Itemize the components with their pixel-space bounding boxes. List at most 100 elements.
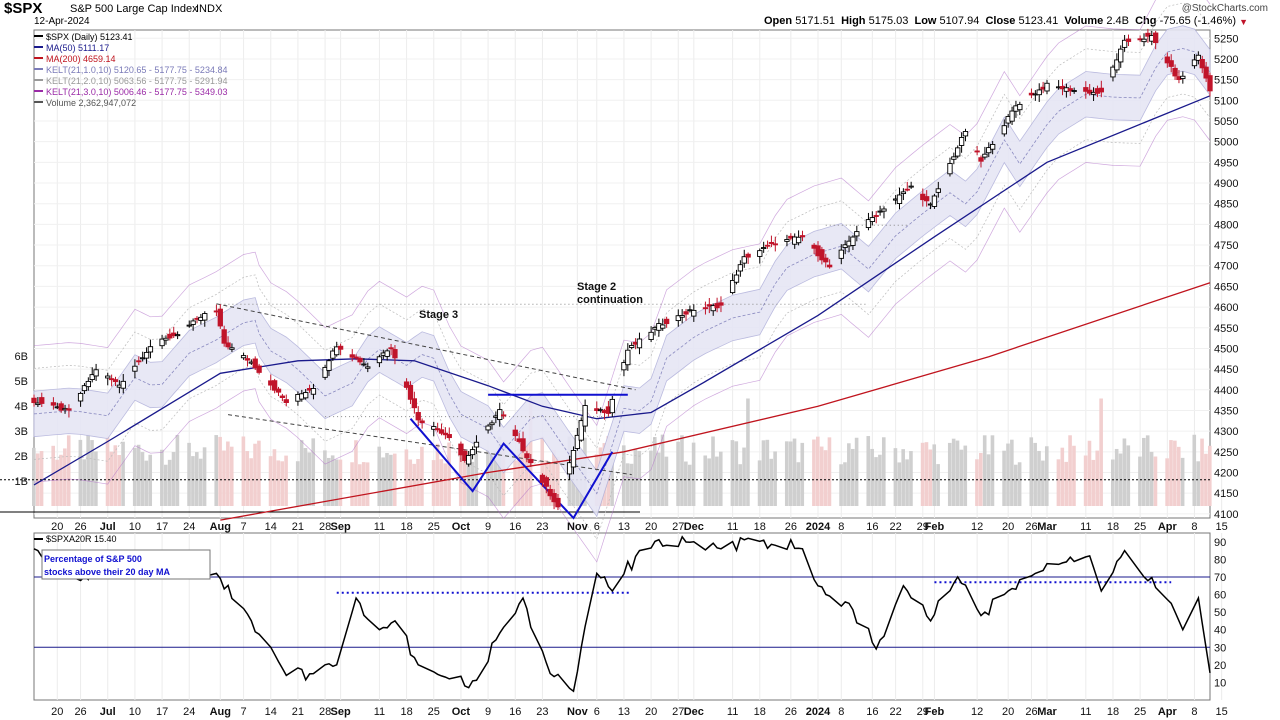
candle-up [485,425,491,431]
candle-up [896,194,903,204]
price-x-label: 10 [129,521,141,533]
candle-up [660,324,666,329]
volume-bar [202,447,207,506]
candle-up [1110,66,1116,78]
volume-bar [326,457,331,506]
candle-up [326,360,332,371]
candle-down [112,379,119,383]
volume-bar [524,441,529,506]
volume-bar [1169,440,1173,506]
volume-bar [295,461,300,506]
volume-bar [195,452,199,506]
volume-bar [800,442,805,506]
volume-bar [365,462,370,506]
candle-down [108,378,115,381]
candle-up [625,349,631,366]
volume-bar [268,456,273,506]
volume-bar [1142,437,1146,506]
volume-bar [718,451,723,506]
price-x-label: 18 [400,521,412,533]
candle-down [714,303,720,309]
index-exchange: INDX [196,3,223,15]
breadth-x-label: 20 [1002,706,1014,718]
volume-bar [466,456,471,506]
price-x-label: Feb [925,521,945,533]
volume-bar [687,464,692,506]
breadth-x-label: 23 [536,706,548,718]
volume-bar [55,459,59,506]
candle-down [873,215,879,217]
price-x-label: 27 [672,521,684,533]
volume-bar [955,440,960,506]
price-x-label: 8 [838,521,844,533]
volume-bar [1099,398,1103,506]
volume-bar [443,463,448,506]
volume-bar [738,464,742,506]
price-x-label: 11 [727,521,738,533]
candle-up [186,324,192,327]
candle-down [718,302,724,306]
candle-up [691,309,697,317]
candle-up [431,426,437,430]
candle-down [1207,75,1213,92]
volume-bar [299,440,304,506]
candle-up [574,434,581,449]
candle-down [683,311,689,315]
candle-down [1145,32,1151,37]
volume-bar [160,449,164,506]
price-x-label: 6 [594,521,600,533]
volume-bar [1056,459,1061,506]
price-x-label: 18 [1107,521,1119,533]
volume-bar [1091,459,1096,506]
volume-bar [649,450,653,506]
candle-down [1172,67,1178,77]
volume-bar [773,451,777,506]
low-label: Low [914,15,937,27]
candle-up [931,195,938,207]
volume-bar [839,464,843,506]
candle-down [551,493,557,503]
candle-down [520,438,526,452]
chart-date: 12-Apr-2024 [34,16,90,27]
legend-entry: MA(50) 5111.17 [46,43,109,53]
candle-down [1083,87,1089,92]
volume-bar [637,450,642,506]
candle-up [869,217,875,222]
volume-bar [1165,458,1169,506]
keltner-band-3-lower [33,116,1211,563]
volume-bar [121,441,125,506]
candle-down [217,308,223,327]
volume-bar [975,459,979,506]
candle-up [93,369,99,377]
candle-up [761,247,767,250]
candle-up [582,405,588,427]
volume-bar [171,452,176,506]
volume-bar [167,459,172,506]
volume-bar [140,452,145,506]
volume-bar [621,445,626,506]
breadth-x-label: 8 [838,706,844,718]
volume-bar [63,448,67,506]
volume-bar [652,437,657,506]
volume-bar [245,451,250,506]
volume-bar [1010,439,1014,506]
price-axis-label: 5000 [1214,137,1238,149]
candle-up [784,239,790,242]
price-x-label: Nov [567,521,589,533]
breadth-x-label: 7 [241,706,247,718]
volume-bar [823,450,828,506]
open-value: 5171.51 [795,15,835,27]
volume-bar [850,448,855,506]
volume-axis-label: 3B [15,426,28,438]
volume-bar [1180,457,1185,506]
volume-bar [555,456,560,506]
breadth-x-label: Apr [1158,706,1178,718]
chg-label: Chg [1135,15,1157,27]
candle-up [741,256,747,264]
volume-bar [947,442,952,506]
volume-bar [691,442,696,506]
candle-down [271,380,278,391]
candle-up [935,188,941,193]
candle-down [136,360,142,363]
candle-down [225,342,231,348]
